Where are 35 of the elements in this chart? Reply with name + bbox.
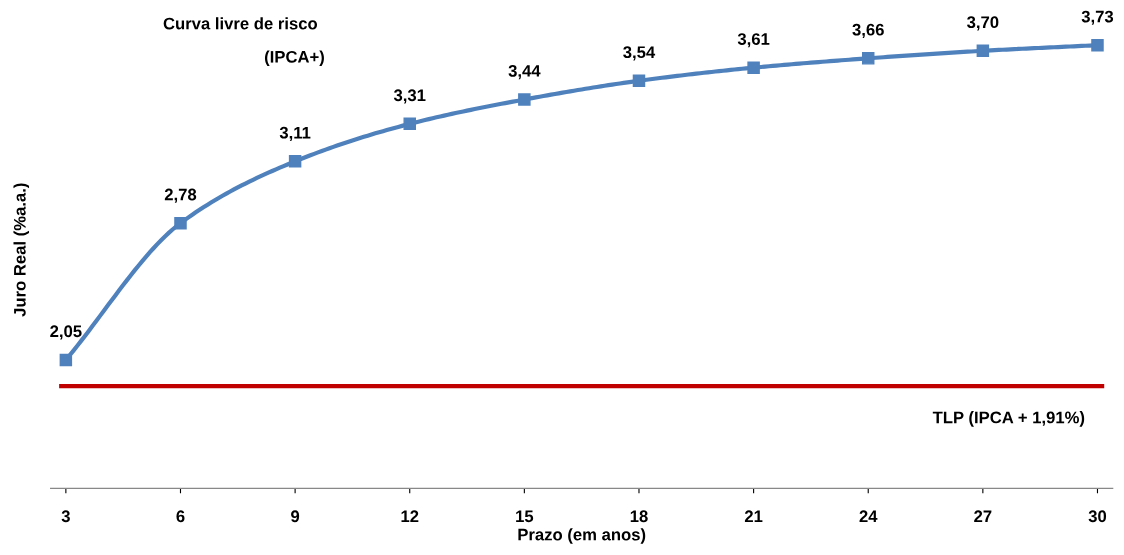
x-tick-label: 12 xyxy=(401,510,419,523)
chart-subtitle: (IPCA+) xyxy=(264,50,324,67)
data-label: 2,78 xyxy=(164,188,197,203)
point xyxy=(1091,38,1104,52)
point xyxy=(976,44,990,58)
point xyxy=(174,216,187,230)
data-label: 3,70 xyxy=(967,16,999,31)
x-tick-label: 6 xyxy=(176,510,185,523)
y-axis-title: Juro Real (%a.a.) xyxy=(13,183,30,317)
point xyxy=(59,353,73,367)
x-tick-label: 24 xyxy=(859,510,878,523)
data-label: 3,66 xyxy=(852,23,884,38)
data-label: 3,73 xyxy=(1081,10,1114,25)
x-tick-label: 9 xyxy=(291,510,300,523)
data-label: 2,05 xyxy=(50,325,82,340)
data-label: 3,11 xyxy=(279,126,311,142)
x-axis-title: Prazo (em anos) xyxy=(518,528,646,544)
x-tick-label: 18 xyxy=(630,510,648,523)
x-tick-label: 30 xyxy=(1088,510,1107,523)
data-label: 3,54 xyxy=(623,46,656,61)
x-tick-label: 27 xyxy=(974,510,992,523)
data-label: 3,31 xyxy=(393,89,426,104)
x-tick-label: 21 xyxy=(744,510,763,523)
x-tick-label: 3 xyxy=(61,510,70,523)
chart-title: Curva livre de risco xyxy=(163,17,318,30)
point xyxy=(747,61,760,74)
point xyxy=(518,93,531,106)
data-label: 3,61 xyxy=(737,33,770,48)
ref-line-label: TLP (IPCA + 1,91%) xyxy=(932,411,1085,427)
point xyxy=(288,155,302,168)
x-tick-label: 15 xyxy=(516,510,534,523)
point xyxy=(861,52,875,65)
point xyxy=(632,74,646,88)
data-label: 3,44 xyxy=(508,64,541,80)
point xyxy=(403,117,416,131)
